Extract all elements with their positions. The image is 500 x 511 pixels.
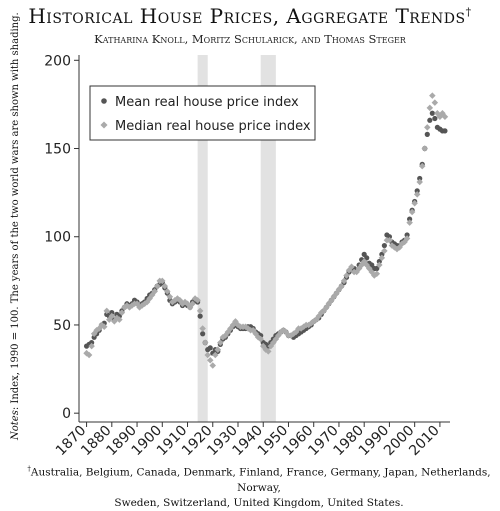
median-point [429, 92, 436, 99]
mean-point [374, 265, 380, 272]
mean-point [424, 131, 430, 137]
chart-authors: Katharina Knoll, Moritz Schularick, and … [94, 32, 406, 46]
mean-point [442, 128, 448, 134]
mean-point [89, 340, 95, 346]
median-point [386, 237, 393, 244]
median-point [406, 219, 413, 226]
mean-point [414, 188, 420, 194]
y-tick-label: 50 [53, 318, 71, 334]
median-point [159, 277, 166, 285]
y-tick-label: 100 [44, 230, 71, 246]
median-point [214, 346, 222, 353]
median-point [424, 124, 431, 131]
median-point [431, 99, 439, 106]
x-tick-label: 2010 [406, 423, 443, 460]
median-point [161, 282, 169, 290]
median-point [376, 261, 383, 269]
chart-plot: 0501001502001870188018901900191019201930… [44, 53, 450, 460]
legend-median-marker [100, 121, 108, 129]
median-point [416, 178, 423, 186]
median-point [411, 199, 418, 207]
median-point [338, 282, 345, 290]
median-point [166, 293, 174, 300]
median-point [403, 235, 411, 242]
war-shading [197, 55, 208, 422]
mean-point [207, 345, 213, 351]
mean-point [109, 310, 115, 316]
median-point [201, 339, 209, 346]
median-point [413, 191, 421, 198]
legend-box [89, 85, 316, 141]
y-tick-label: 0 [62, 406, 71, 422]
mean-point [427, 117, 433, 123]
median-point [206, 356, 214, 364]
median-point [265, 348, 272, 355]
mean-point [429, 110, 435, 116]
mean-point [379, 251, 385, 257]
mean-point [376, 258, 382, 265]
mean-point [200, 331, 206, 337]
median-point [340, 277, 348, 285]
median-point [257, 335, 264, 343]
median-point [153, 282, 161, 290]
median-point [199, 325, 206, 332]
median-point [204, 351, 211, 359]
mean-point [386, 234, 393, 240]
mean-point [432, 115, 438, 122]
median-point [418, 162, 426, 170]
median-point [348, 263, 355, 270]
legend-median-label: Median real house price index [115, 119, 311, 134]
footnote: †Australia, Belgium, Canada, Denmark, Fi… [27, 465, 491, 509]
legend-mean-label: Mean real house price index [115, 95, 299, 110]
mean-point [364, 255, 370, 261]
mean-point [381, 242, 387, 249]
mean-point [417, 175, 423, 182]
median-point [381, 247, 388, 255]
median-point [209, 362, 217, 369]
legend-mean-marker [101, 98, 107, 104]
median-point [189, 300, 196, 308]
median-point [421, 145, 429, 152]
mean-point [407, 216, 413, 222]
median-point [373, 270, 381, 278]
chart-title: Historical House Prices, Aggregate Trend… [28, 4, 472, 28]
mean-point [404, 232, 410, 238]
median-point [212, 351, 219, 359]
median-point [108, 312, 116, 320]
war-shading [260, 55, 276, 422]
median-point [408, 208, 416, 216]
mean-point [197, 313, 203, 319]
y-tick-label: 150 [44, 142, 71, 158]
median-point [343, 272, 350, 279]
median-point [194, 297, 201, 304]
median-point [426, 104, 434, 112]
y-tick-label: 200 [44, 53, 71, 69]
median-point [196, 307, 204, 315]
